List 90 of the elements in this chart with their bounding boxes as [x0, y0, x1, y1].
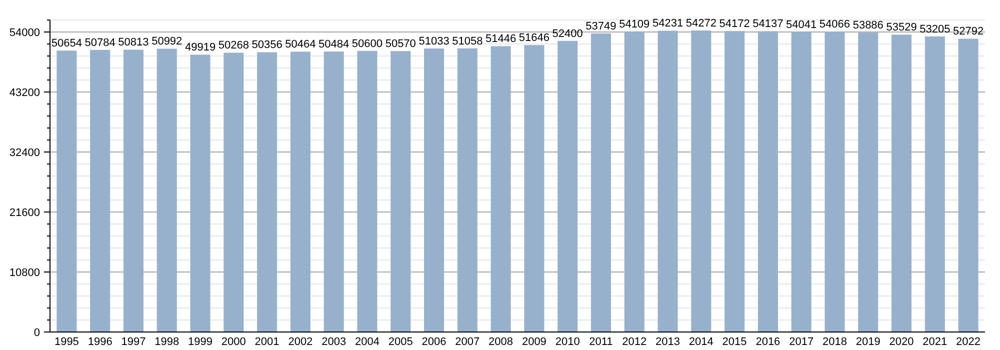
x-tick-label: 2006: [422, 336, 446, 348]
x-tick-label: 2000: [221, 336, 246, 348]
x-tick-label: 2020: [889, 336, 914, 348]
bar: [858, 32, 878, 332]
data-label: 50484: [318, 38, 350, 51]
data-label: 54066: [819, 18, 850, 31]
y-tick-label: 10800: [9, 266, 40, 279]
x-tick-label: 2018: [822, 336, 847, 348]
bar: [90, 50, 110, 332]
bar: [257, 52, 278, 332]
bar: [791, 32, 812, 332]
x-tick-label: 2010: [555, 336, 580, 348]
data-label: 50654: [51, 38, 82, 50]
bar: [324, 52, 344, 332]
data-label: 50813: [118, 36, 149, 49]
y-tick-label: 32400: [9, 146, 40, 159]
bar: [590, 33, 611, 332]
x-tick-label: 1997: [121, 336, 146, 348]
x-tick-label: 2022: [956, 336, 981, 348]
data-label: 53205: [920, 23, 950, 36]
data-label: 50356: [252, 39, 282, 52]
bar: [290, 52, 310, 332]
data-label: 52400: [552, 28, 583, 40]
data-label: 54137: [752, 18, 784, 30]
bar: [190, 54, 210, 332]
x-tick-label: 2004: [354, 336, 380, 348]
data-label: 51033: [418, 35, 450, 48]
data-label: 50570: [385, 38, 416, 50]
bar: [691, 30, 712, 332]
x-tick-label: 2009: [522, 336, 546, 348]
x-tick-label: 2008: [488, 336, 514, 348]
x-tick-label: 2015: [722, 336, 747, 348]
bar: [490, 46, 511, 332]
x-tick-label: 1995: [54, 336, 79, 348]
bar: [524, 45, 544, 332]
x-tick-label: 2001: [254, 336, 280, 348]
x-tick-label: 2017: [789, 336, 814, 348]
bar: [824, 32, 845, 332]
x-tick-label: 2005: [388, 336, 413, 348]
data-label: 54272: [686, 17, 716, 30]
data-label: 51646: [518, 32, 550, 44]
x-tick-label: 1999: [188, 336, 213, 348]
x-tick-label: 2011: [589, 336, 613, 348]
x-tick-label: 2021: [922, 336, 948, 348]
bar: [156, 48, 177, 332]
data-label: 54109: [619, 18, 650, 30]
bar: [892, 34, 912, 332]
bar: [558, 40, 578, 332]
x-tick-label: 2016: [756, 336, 780, 348]
y-tick-label: 43200: [9, 86, 40, 99]
x-tick-label: 2013: [656, 336, 680, 348]
x-tick-label: 1996: [88, 336, 112, 348]
x-tick-label: 2002: [288, 336, 313, 348]
data-label: 52792: [953, 26, 984, 38]
bar: [56, 50, 77, 332]
bar: [724, 31, 745, 332]
bar: [390, 51, 411, 332]
data-label: 50600: [352, 38, 383, 50]
bar: [123, 50, 144, 332]
x-tick-label: 2003: [322, 336, 346, 348]
data-label: 53749: [586, 20, 616, 32]
data-label: 54231: [652, 18, 684, 30]
bar: [424, 48, 444, 332]
bar: [758, 31, 778, 332]
bar: [658, 30, 678, 332]
bar: [958, 38, 978, 332]
x-tick-label: 2007: [455, 336, 480, 348]
y-tick-label: 0: [34, 326, 40, 339]
data-label: 53886: [852, 20, 884, 32]
data-label: 50784: [84, 36, 116, 49]
data-label: 49919: [184, 42, 216, 54]
x-tick-label: 2012: [622, 336, 647, 348]
data-label: 51446: [486, 33, 516, 46]
x-tick-label: 1998: [154, 336, 180, 348]
y-tick-label: 21600: [9, 206, 40, 219]
y-tick-label: 54000: [9, 26, 40, 39]
data-label: 50992: [152, 36, 182, 48]
data-label: 53529: [886, 22, 917, 34]
bar: [924, 36, 945, 332]
x-tick-label: 2014: [688, 336, 714, 348]
data-label: 54041: [786, 18, 817, 31]
data-label: 51058: [452, 35, 483, 48]
bar: [457, 48, 478, 332]
data-label: 54172: [719, 18, 750, 30]
x-tick-label: 2019: [856, 336, 880, 348]
bar: [624, 31, 644, 332]
data-label: 50464: [285, 38, 316, 51]
bar: [357, 50, 378, 332]
data-label: 50268: [218, 40, 249, 52]
bar: [224, 52, 244, 332]
